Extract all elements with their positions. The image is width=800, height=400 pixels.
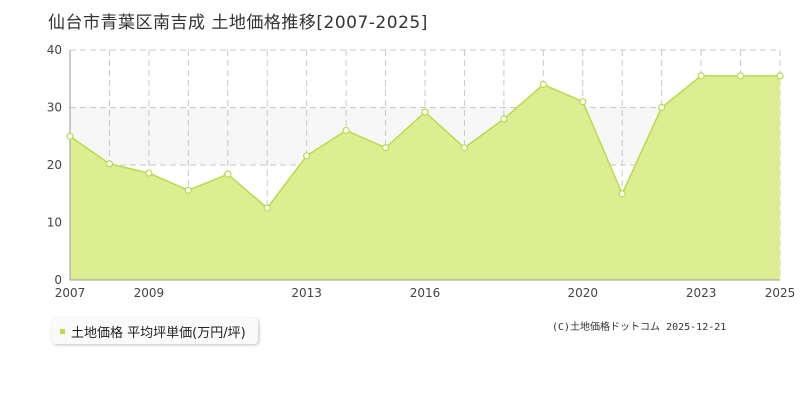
data-point	[697, 72, 705, 80]
y-tick-label: 10	[47, 216, 62, 230]
x-tick-label: 2025	[765, 286, 796, 300]
x-tick-label: 2013	[291, 286, 322, 300]
data-point	[500, 115, 508, 123]
credit-text: (C)土地価格ドットコム 2025-12-21	[552, 322, 727, 333]
y-tick-label: 30	[47, 101, 62, 115]
data-point	[618, 190, 626, 198]
data-point	[579, 98, 587, 106]
y-tick-label: 40	[47, 43, 62, 57]
data-point	[460, 144, 469, 152]
data-point	[776, 72, 784, 80]
data-point	[658, 103, 666, 112]
x-tick-label: 2009	[134, 286, 165, 300]
data-point	[184, 186, 192, 194]
data-point	[342, 126, 350, 135]
legend-swatch	[60, 328, 65, 334]
y-tick-label: 20	[47, 158, 62, 172]
data-point	[381, 144, 390, 152]
x-tick-label: 2007	[55, 286, 86, 300]
data-point	[66, 132, 74, 140]
series-area	[70, 75, 780, 280]
x-tick-label: 2016	[410, 286, 441, 300]
data-point	[421, 108, 429, 116]
x-tick-label: 2023	[686, 286, 717, 300]
data-point	[736, 72, 745, 80]
data-point	[105, 160, 114, 168]
data-point	[224, 170, 232, 178]
legend: 土地価格 平均坪単価(万円/坪)	[52, 318, 258, 344]
data-point	[303, 152, 311, 160]
data-point	[263, 204, 271, 212]
chart-title: 仙台市青葉区南吉成 土地価格推移[2007-2025]	[48, 13, 428, 33]
legend-label: 土地価格 平均坪単価(万円/坪)	[71, 325, 246, 341]
chart-band	[70, 50, 780, 108]
x-tick-label: 2020	[568, 286, 599, 300]
data-point	[539, 80, 547, 89]
data-point	[145, 169, 153, 177]
y-tick-label: 0	[54, 273, 62, 287]
